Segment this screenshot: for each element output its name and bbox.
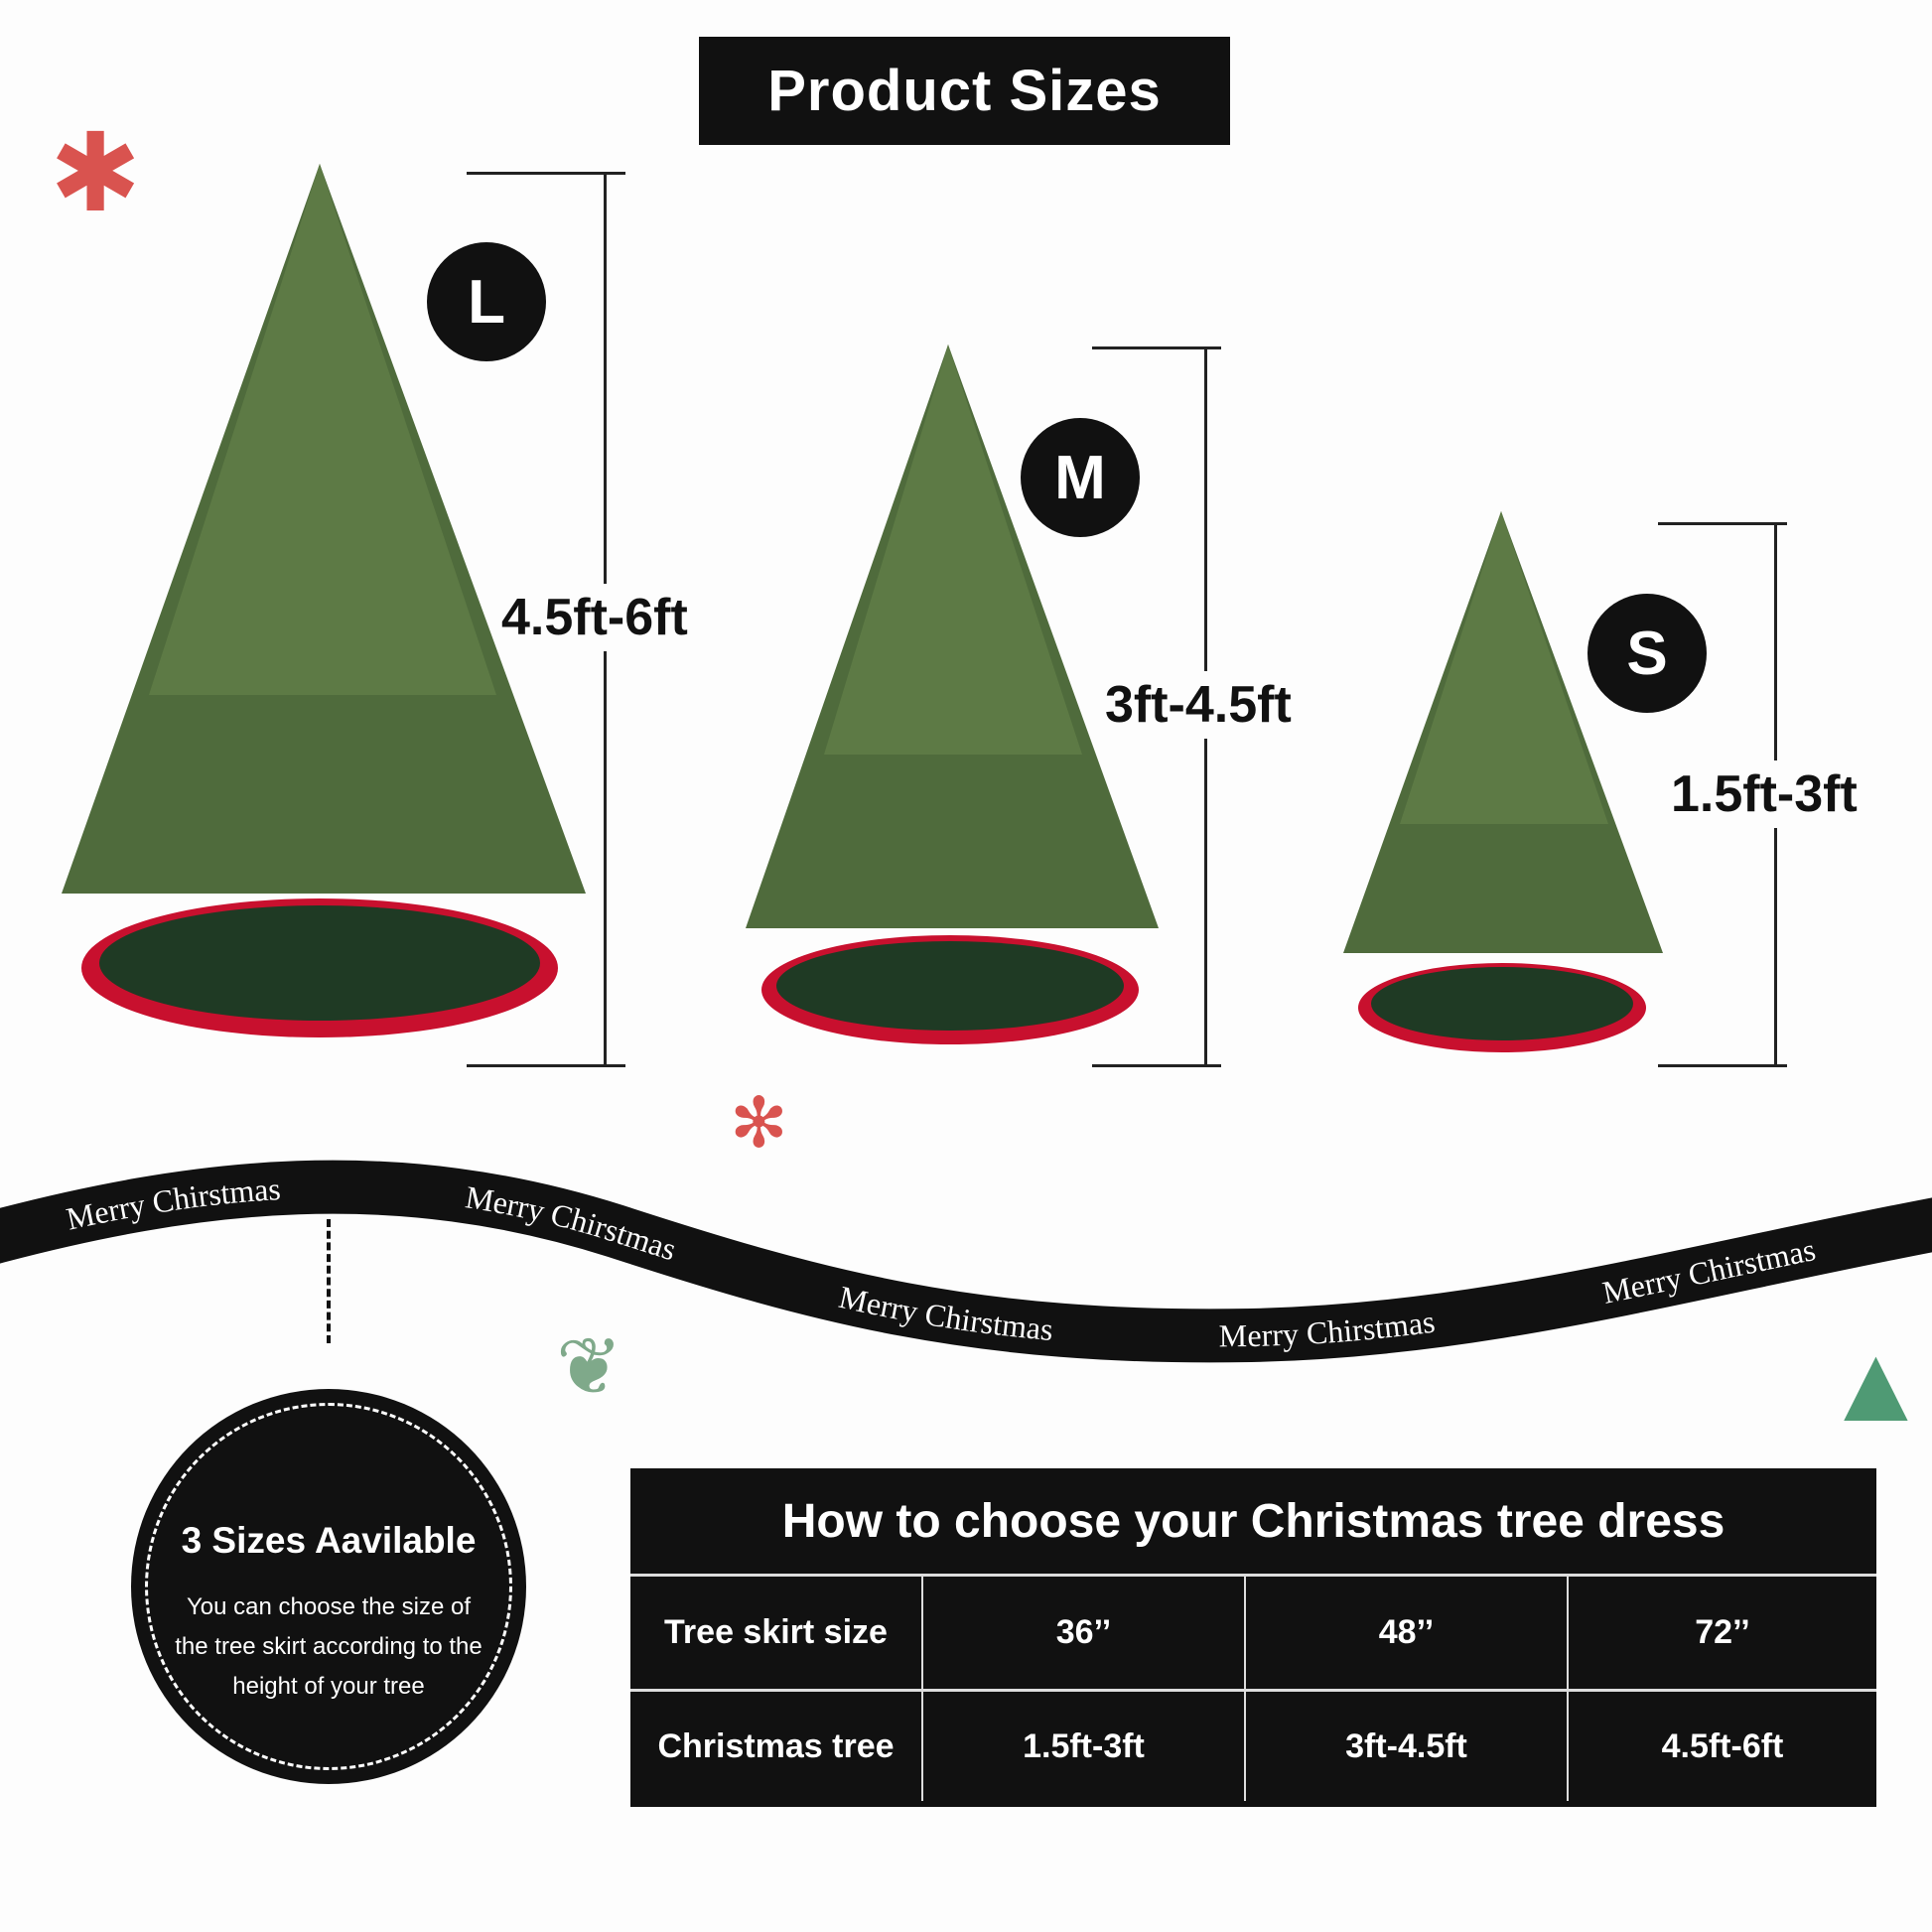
- size-badge-medium: M: [1021, 418, 1140, 537]
- size-guide-table: How to choose your Christmas tree dress …: [630, 1468, 1876, 1807]
- table-cell: 72’’: [1695, 1613, 1750, 1651]
- dimension-tick: [1658, 522, 1787, 525]
- merry-christmas-ribbon: Merry Chirstmas Merry Chirstmas Merry Ch…: [0, 1122, 1932, 1380]
- size-badge-small: S: [1587, 594, 1707, 713]
- dashed-border: [145, 1403, 512, 1770]
- dimension-tick: [1658, 1064, 1787, 1067]
- ribbon-text: Merry Chirstmas: [1599, 1231, 1819, 1311]
- table-title: How to choose your Christmas tree dress: [630, 1468, 1876, 1577]
- snowflake-icon: ✻: [730, 1084, 788, 1162]
- table-cell: 36’’: [923, 1577, 1246, 1689]
- tree-large: [62, 164, 586, 1037]
- table-cell: 48’’: [1246, 1577, 1569, 1689]
- table-cell: 4.5ft-6ft: [1661, 1726, 1784, 1765]
- svg-text:Merry Chirstmas: Merry Chirstmas: [1599, 1231, 1819, 1311]
- row-label: Christmas tree: [630, 1692, 923, 1801]
- size-badge-large: L: [427, 242, 546, 361]
- height-label-small: 1.5ft-3ft: [1671, 760, 1858, 828]
- dimension-tick: [1092, 346, 1221, 349]
- dimension-tick: [467, 172, 625, 175]
- ornament-body: You can choose the size of the tree skir…: [175, 1593, 483, 1700]
- small-tree-icon: ▲: [1822, 1322, 1930, 1445]
- table-cell: 3ft-4.5ft: [1246, 1692, 1569, 1801]
- sizes-available-ornament: 3 Sizes Aavilable You can choose the siz…: [131, 1389, 526, 1784]
- ornament-heading: 3 Sizes Aavilable: [181, 1520, 477, 1561]
- table-row: Christmas tree 1.5ft-3ft 3ft-4.5ft 4.5ft…: [630, 1692, 1876, 1801]
- ornament-string: [327, 1219, 331, 1343]
- dimension-tick: [467, 1064, 625, 1067]
- table-cell: 1.5ft-3ft: [923, 1692, 1246, 1801]
- dimension-tick: [1092, 1064, 1221, 1067]
- height-label-large: 4.5ft-6ft: [501, 584, 688, 651]
- tree-small: [1343, 511, 1663, 1052]
- trees-illustration: [62, 164, 1663, 1052]
- table-row: Tree skirt size 36’’ 48’’ 72’’: [630, 1577, 1876, 1692]
- row-label: Tree skirt size: [630, 1577, 923, 1689]
- holly-icon: ❦: [556, 1322, 623, 1411]
- page-title: Product Sizes: [699, 37, 1230, 145]
- tree-medium: [746, 345, 1159, 1044]
- poinsettia-icon: ✱: [50, 112, 142, 234]
- height-label-medium: 3ft-4.5ft: [1105, 671, 1292, 739]
